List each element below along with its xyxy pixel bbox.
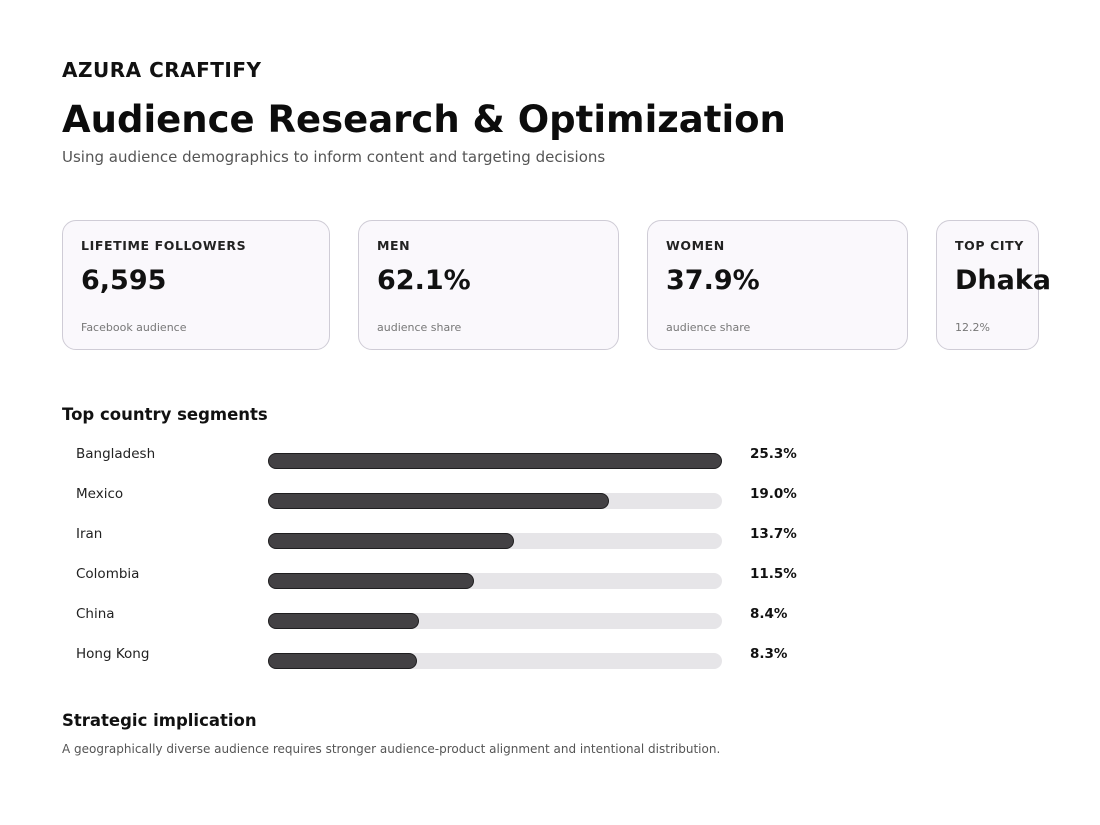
kpi-label: TOP CITY — [955, 238, 1024, 253]
kpi-label: LIFETIME FOLLOWERS — [81, 238, 247, 253]
bar-value-label: 8.3% — [750, 646, 788, 662]
brand-name: AZURA CRAFTIFY — [62, 58, 262, 82]
bar-track — [268, 653, 722, 669]
bar-china — [268, 613, 419, 629]
bar-iran — [268, 533, 514, 549]
bar-category-label: Bangladesh — [76, 446, 156, 462]
kpi-card-men: MEN 62.1% audience share — [358, 220, 619, 350]
kpi-value: 62.1% — [377, 265, 471, 296]
bar-row: China 8.4% — [62, 606, 822, 630]
bar-mexico — [268, 493, 609, 509]
bar-category-label: China — [76, 606, 115, 622]
kpi-note: Facebook audience — [81, 321, 187, 334]
bar-row: Bangladesh 25.3% — [62, 446, 822, 470]
page-subtitle: Using audience demographics to inform co… — [62, 148, 606, 166]
bar-hong-kong — [268, 653, 417, 669]
bar-value-label: 13.7% — [750, 526, 797, 542]
kpi-note: audience share — [666, 321, 751, 334]
bar-category-label: Colombia — [76, 566, 140, 582]
kpi-note: audience share — [377, 321, 462, 334]
kpi-note: 12.2% — [955, 321, 990, 334]
bar-track — [268, 573, 722, 589]
kpi-value: Dhaka — [955, 265, 1052, 296]
strategic-implication-text: A geographically diverse audience requir… — [62, 742, 721, 756]
kpi-card-top-city: TOP CITY Dhaka 12.2% — [936, 220, 1051, 350]
bar-colombia — [268, 573, 475, 589]
bar-track — [268, 613, 722, 629]
page-title: Audience Research & Optimization — [62, 98, 786, 141]
kpi-value: 37.9% — [666, 265, 760, 296]
kpi-label: WOMEN — [666, 238, 725, 253]
bar-value-label: 8.4% — [750, 606, 788, 622]
kpi-card-women: WOMEN 37.9% audience share — [647, 220, 908, 350]
bar-category-label: Mexico — [76, 486, 124, 502]
bar-value-label: 25.3% — [750, 446, 797, 462]
kpi-value: 6,595 — [81, 265, 167, 296]
bar-value-label: 19.0% — [750, 486, 797, 502]
kpi-label: MEN — [377, 238, 411, 253]
country-segments-title: Top country segments — [62, 405, 268, 424]
bar-category-label: Iran — [76, 526, 103, 542]
bar-category-label: Hong Kong — [76, 646, 150, 662]
strategic-implication-title: Strategic implication — [62, 711, 257, 730]
bar-row: Mexico 19.0% — [62, 486, 822, 510]
bar-row: Colombia 11.5% — [62, 566, 822, 590]
bar-track — [268, 453, 722, 469]
bar-row: Iran 13.7% — [62, 526, 822, 550]
bar-row: Hong Kong 8.3% — [62, 646, 822, 670]
bar-value-label: 11.5% — [750, 566, 797, 582]
kpi-card-lifetime-followers: LIFETIME FOLLOWERS 6,595 Facebook audien… — [62, 220, 330, 350]
bar-track — [268, 493, 722, 509]
bar-bangladesh — [268, 453, 722, 469]
bar-track — [268, 533, 722, 549]
